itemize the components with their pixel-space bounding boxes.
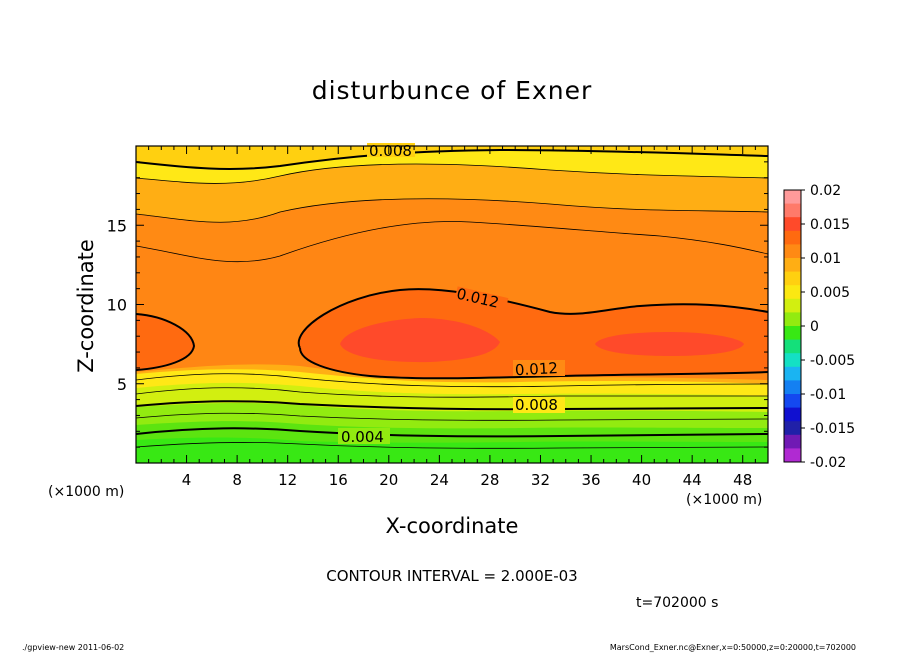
band-0.014-b <box>595 332 744 356</box>
y-tick-label: 15 <box>107 216 127 235</box>
contour-0.011 <box>135 221 769 263</box>
colorbar-swatch <box>784 203 801 218</box>
colorbar-swatch <box>784 366 801 381</box>
footer-left: ./gpview-new 2011-06-02 <box>22 643 125 652</box>
x-tick-label: 36 <box>581 471 600 489</box>
x-tick-label: 44 <box>683 471 702 489</box>
y-axis-unit: (×1000 m) <box>48 484 125 500</box>
contour-0.010 <box>135 198 769 223</box>
x-tick-label: 4 <box>182 471 192 489</box>
chart-title: disturbunce of Exner <box>311 76 593 105</box>
contour-label-bg <box>453 286 509 316</box>
colorbar: 0.02 0.015 0.01 0.005 0 -0.005 -0.01 -0.015 -0.0… <box>783 183 855 471</box>
contour-label-bg <box>338 428 390 444</box>
colorbar-swatch <box>784 190 801 205</box>
contour-0.012-main <box>297 288 769 380</box>
x-axis-unit: (×1000 m) <box>686 492 763 508</box>
contour-label: 0.004 <box>341 428 384 446</box>
time-label: t=702000 s <box>636 595 719 611</box>
colorbar-label: -0.005 <box>810 353 855 369</box>
axes-ticks <box>136 146 768 463</box>
contour-0.009 <box>135 163 769 184</box>
contour-0.009-low <box>135 387 768 398</box>
colorbar-swatch <box>784 258 801 273</box>
colorbar-label: 0.005 <box>810 285 850 301</box>
contour-0.008-top <box>135 148 769 170</box>
colorbar-swatch <box>784 380 801 395</box>
colorbar-swatch <box>784 394 801 409</box>
colorbar-swatch <box>784 285 801 300</box>
contour-label-bg <box>513 397 565 413</box>
contour-interval-label: CONTOUR INTERVAL = 2.000E-03 <box>326 567 578 585</box>
colorbar-label: -0.01 <box>810 387 846 403</box>
contour-label: 0.008 <box>515 396 558 414</box>
contour-0.008-low <box>135 400 769 411</box>
y-axis-label: Z-coordinate <box>74 239 98 373</box>
colorbar-label: 0.015 <box>810 217 850 233</box>
colorbar-swatch <box>784 298 801 313</box>
contour-label: 0.012 <box>515 359 559 379</box>
x-tick-label: 24 <box>430 471 449 489</box>
colorbar-swatch <box>784 339 801 354</box>
colorbar-swatch <box>784 244 801 259</box>
colorbar-label: 0.01 <box>810 251 841 267</box>
colorbar-label: 0.02 <box>810 183 841 199</box>
x-tick-label: 32 <box>531 471 550 489</box>
contour-0.002 <box>135 441 769 449</box>
footer-right: MarsCond_Exner.nc@Exner,x=0:50000,z=0:20… <box>609 643 856 652</box>
colorbar-swatch <box>784 353 801 368</box>
contour-0.006 <box>135 412 769 421</box>
contour-label-bg <box>513 360 565 376</box>
colorbar-swatch <box>784 217 801 232</box>
colorbar-swatch <box>784 271 801 286</box>
contour-lines <box>135 148 769 449</box>
contour-label: 0.008 <box>369 142 412 160</box>
contour-0.004 <box>135 427 769 438</box>
colorbar-label: -0.015 <box>810 421 855 437</box>
contour-0.010-low <box>135 373 769 388</box>
colorbar-label: 0 <box>810 319 819 335</box>
colorbar-swatch <box>784 434 801 449</box>
colorbar-swatch <box>784 326 801 341</box>
y-tick-label: 5 <box>117 375 127 394</box>
x-tick-label: 40 <box>632 471 651 489</box>
x-tick-label: 16 <box>329 471 348 489</box>
colorbar-label: -0.02 <box>810 455 846 471</box>
colorbar-swatch <box>784 312 801 327</box>
colorbar-swatch <box>784 421 801 436</box>
x-tick-label: 28 <box>480 471 499 489</box>
band-0.014-a <box>340 318 500 363</box>
x-tick-label: 48 <box>733 471 752 489</box>
x-tick-label: 20 <box>379 471 398 489</box>
x-tick-label: 8 <box>232 471 242 489</box>
y-tick-label: 10 <box>107 296 127 315</box>
contour-0.012-left <box>135 313 196 371</box>
colorbar-swatch <box>784 407 801 422</box>
colorbar-swatch <box>784 230 801 245</box>
x-tick-label: 12 <box>278 471 297 489</box>
colorbar-swatch <box>784 448 801 463</box>
x-axis-label: X-coordinate <box>385 514 519 538</box>
